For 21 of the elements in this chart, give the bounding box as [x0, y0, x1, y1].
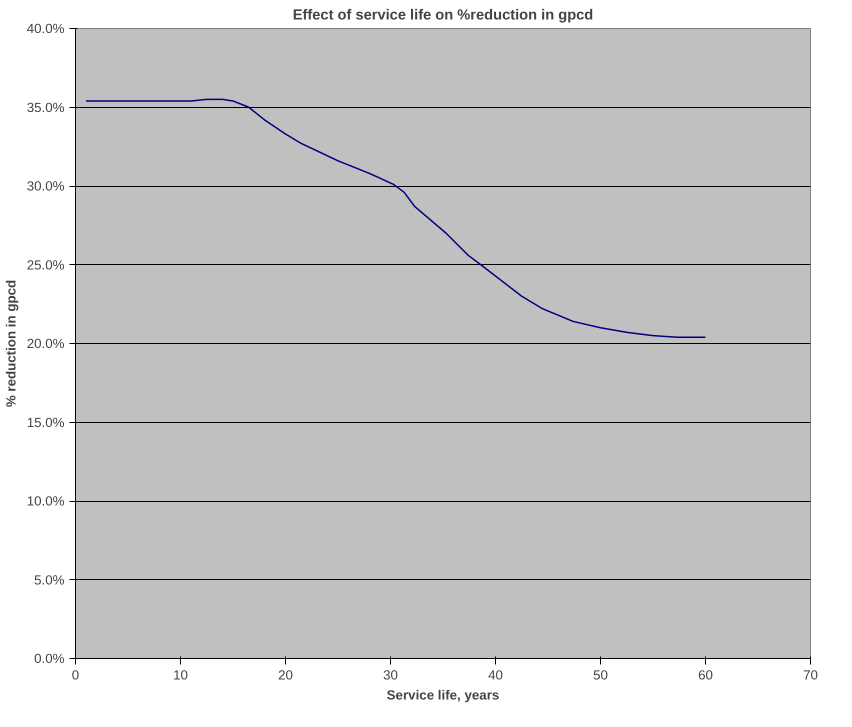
x-tick-label: 40	[488, 668, 503, 682]
x-tick-label: 10	[173, 668, 188, 682]
y-tick-label: 30.0%	[26, 178, 65, 194]
x-tick-label: 30	[383, 668, 398, 682]
y-axis-title: % reduction in gpcd	[4, 280, 19, 408]
y-tick-label: 40.0%	[26, 21, 65, 36]
y-tick-label: 0.0%	[34, 651, 65, 666]
x-axis-title: Service life, years	[386, 688, 500, 702]
y-tick-label: 25.0%	[26, 257, 65, 272]
line-series	[85, 98, 706, 338]
x-tick-label: 60	[698, 668, 713, 682]
chart-title: Effect of service life on %reduction in gpcd	[292, 8, 594, 24]
x-tick-label: 20	[278, 668, 293, 682]
y-tick-label: 5.0%	[34, 572, 65, 588]
y-tick-label: 10.0%	[26, 494, 65, 508]
x-tick-label: 70	[803, 668, 818, 682]
y-tick-label: 15.0%	[26, 414, 65, 430]
y-tick-label: 20.0%	[26, 336, 65, 351]
x-tick-label: 0	[72, 668, 80, 682]
x-tick-label: 50	[593, 668, 608, 682]
y-tick-label: 35.0%	[26, 100, 65, 115]
